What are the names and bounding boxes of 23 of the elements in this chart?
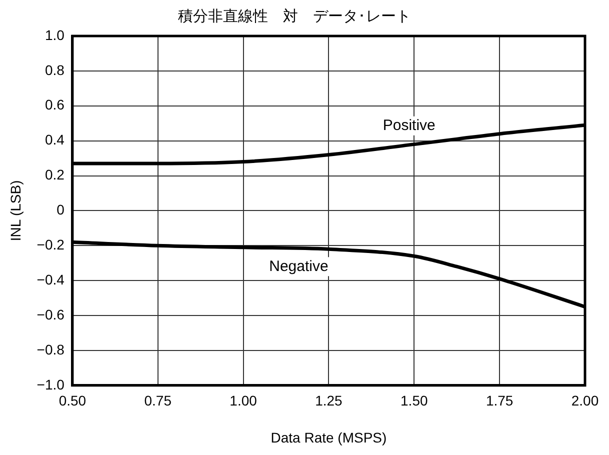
y-tick-label: 1.0 (44, 26, 65, 43)
y-tick-label: −1.0 (36, 376, 65, 392)
x-tick-label: 0.75 (144, 392, 172, 409)
y-tick-label: −0.6 (36, 306, 65, 322)
x-axis-title: Data Rate (MSPS) (270, 429, 387, 446)
y-tick-label: −0.8 (36, 341, 65, 358)
x-tick-label: 1.50 (400, 392, 428, 409)
y-tick-label: 0.2 (44, 166, 65, 183)
y-tick-label: −0.2 (36, 236, 65, 252)
x-tick-label: 1.75 (486, 392, 514, 409)
x-tick-label: 1.25 (315, 392, 343, 409)
chart-title: 積分非直線性 対 データ･レート (178, 8, 411, 26)
y-tick-label: −0.4 (36, 271, 65, 288)
y-tick-label: 0.8 (44, 62, 65, 78)
series-label: Positive (382, 116, 436, 134)
x-tick-label: 0.50 (58, 392, 86, 409)
series-label: Negative (269, 258, 328, 275)
y-axis-title: INL (LSB) (7, 180, 24, 242)
y-tick-label: 0.6 (44, 96, 65, 113)
y-tick-label: 0 (56, 202, 65, 218)
x-tick-label: 1.00 (230, 392, 258, 409)
x-tick-label: 2.00 (571, 392, 599, 409)
y-tick-label: 0.4 (44, 132, 65, 148)
